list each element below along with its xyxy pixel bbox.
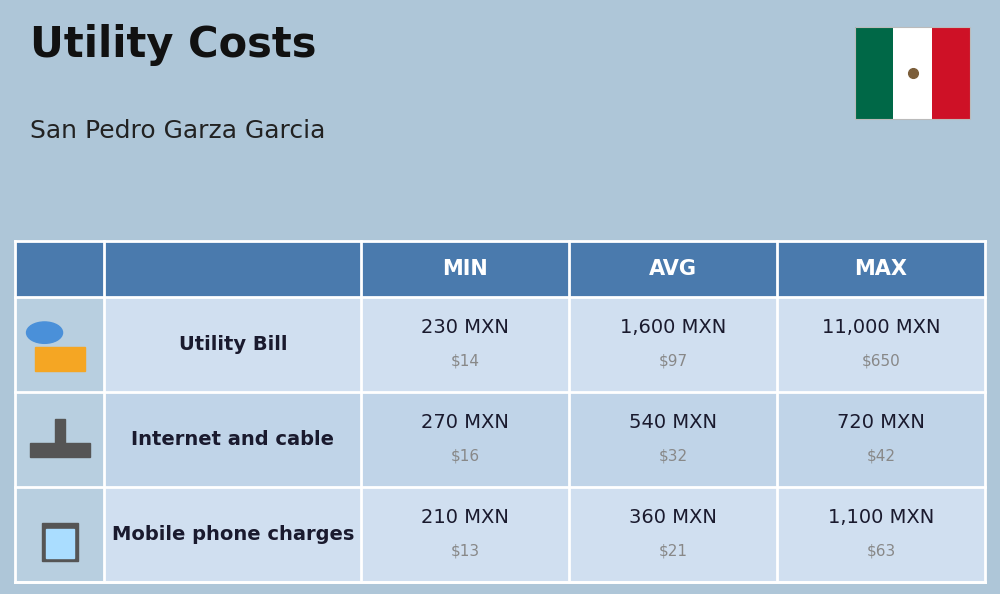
Bar	[35, 347, 85, 371]
Text: MIN: MIN	[442, 259, 488, 279]
Text: $16: $16	[451, 448, 480, 464]
Text: $13: $13	[451, 544, 480, 559]
Text: Internet and cable: Internet and cable	[131, 430, 334, 449]
Text: Mobile phone charges: Mobile phone charges	[112, 525, 354, 544]
Text: Utility Costs: Utility Costs	[30, 24, 316, 66]
Bar	[46, 529, 74, 558]
Text: $63: $63	[866, 544, 896, 559]
Text: 720 MXN: 720 MXN	[837, 413, 925, 432]
FancyBboxPatch shape	[15, 297, 104, 392]
Circle shape	[27, 322, 63, 343]
Text: $32: $32	[659, 448, 688, 464]
Text: $97: $97	[659, 353, 688, 369]
Text: San Pedro Garza Garcia: San Pedro Garza Garcia	[30, 119, 325, 143]
FancyBboxPatch shape	[15, 487, 104, 582]
Text: $650: $650	[862, 353, 900, 369]
FancyBboxPatch shape	[932, 27, 970, 119]
FancyBboxPatch shape	[15, 392, 104, 487]
Bar	[55, 419, 65, 443]
FancyBboxPatch shape	[855, 27, 893, 119]
Text: $42: $42	[867, 448, 896, 464]
Bar	[42, 523, 78, 561]
FancyBboxPatch shape	[893, 27, 932, 119]
Bar	[30, 443, 90, 457]
Text: 270 MXN: 270 MXN	[421, 413, 509, 432]
Text: 210 MXN: 210 MXN	[421, 508, 509, 527]
Text: 360 MXN: 360 MXN	[629, 508, 717, 527]
FancyBboxPatch shape	[15, 241, 985, 297]
Text: Utility Bill: Utility Bill	[179, 335, 287, 354]
FancyBboxPatch shape	[15, 297, 985, 392]
Text: MAX: MAX	[855, 259, 908, 279]
Text: 1,100 MXN: 1,100 MXN	[828, 508, 934, 527]
FancyBboxPatch shape	[15, 487, 985, 582]
Text: 1,600 MXN: 1,600 MXN	[620, 318, 726, 337]
Text: 540 MXN: 540 MXN	[629, 413, 717, 432]
Text: AVG: AVG	[649, 259, 697, 279]
Text: $21: $21	[659, 544, 688, 559]
FancyBboxPatch shape	[15, 392, 985, 487]
Text: 11,000 MXN: 11,000 MXN	[822, 318, 940, 337]
Text: $14: $14	[451, 353, 480, 369]
Text: 230 MXN: 230 MXN	[421, 318, 509, 337]
